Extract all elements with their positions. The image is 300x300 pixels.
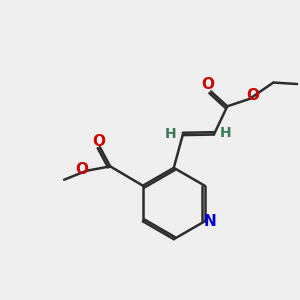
Text: N: N	[204, 214, 216, 229]
Text: O: O	[202, 77, 214, 92]
Text: O: O	[92, 134, 105, 148]
Text: O: O	[76, 162, 88, 177]
Text: H: H	[164, 127, 176, 141]
Text: H: H	[219, 126, 231, 140]
Text: O: O	[246, 88, 259, 103]
